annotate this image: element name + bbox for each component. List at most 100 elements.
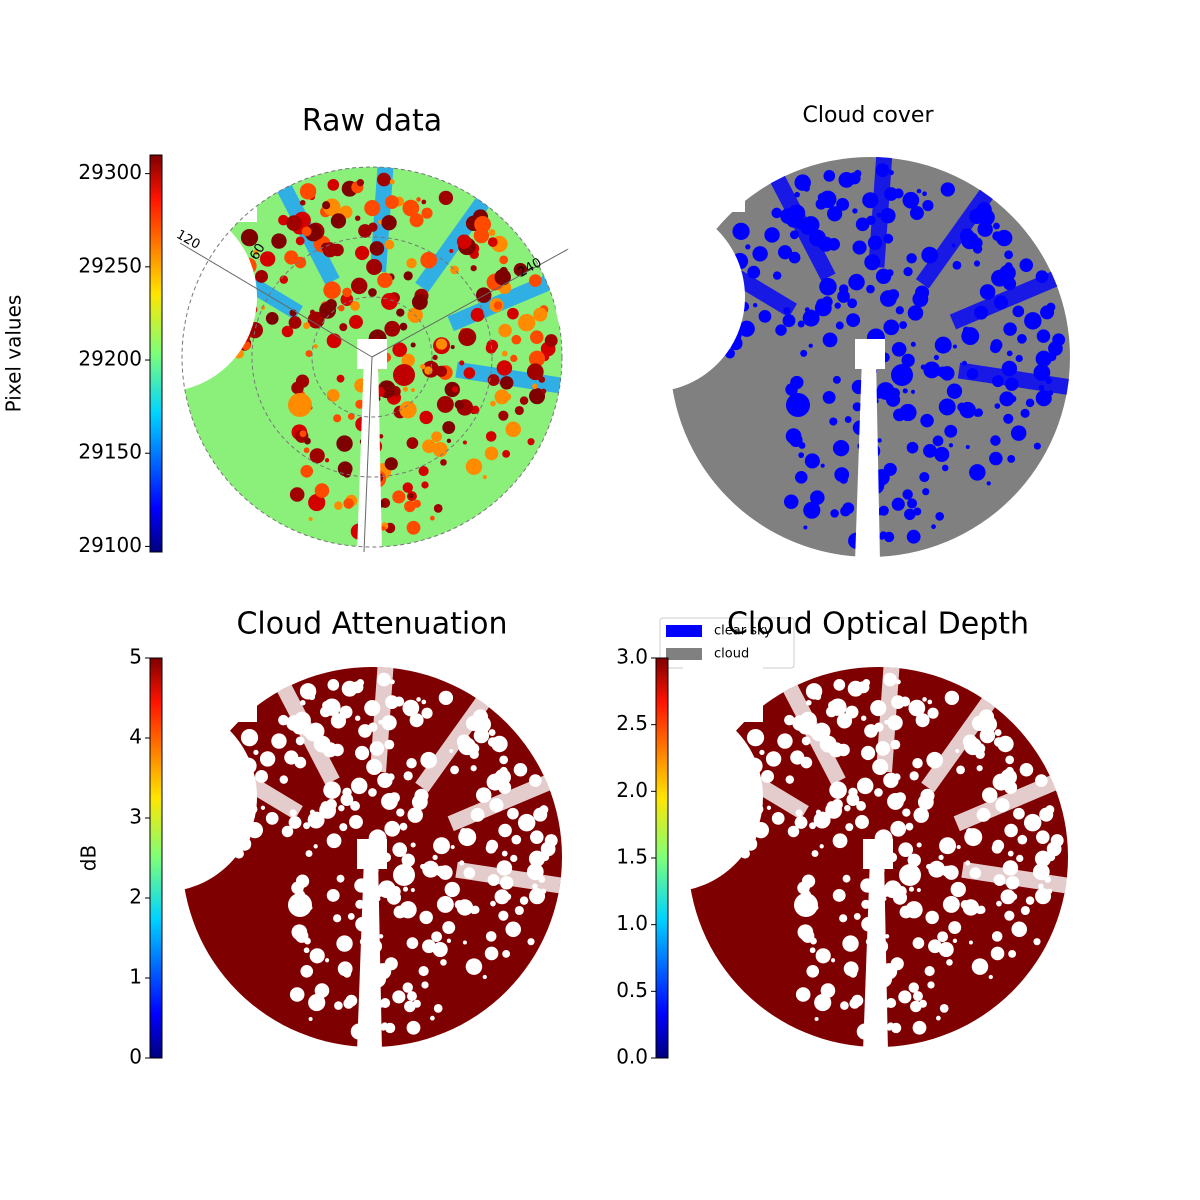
sky-blob <box>404 1000 416 1013</box>
sky-blob <box>764 227 780 243</box>
sky-blob <box>326 888 340 902</box>
sky-blob <box>874 788 883 797</box>
legend-label: clear sky <box>714 624 772 639</box>
sky-blob <box>902 191 920 209</box>
sky-blob <box>432 354 438 361</box>
sky-blob <box>485 431 497 442</box>
sky-blob <box>969 867 982 879</box>
sky-blob <box>368 222 378 232</box>
sky-blob <box>347 912 355 920</box>
sky-blob <box>941 464 949 472</box>
sky-blob <box>795 471 808 484</box>
sky-blob <box>486 839 499 852</box>
sky-blob <box>909 771 919 781</box>
sky-blob <box>990 435 1001 446</box>
sky-blob <box>961 360 968 366</box>
sky-blob <box>1002 860 1019 876</box>
sky-blob <box>295 236 305 246</box>
sky-blob <box>440 959 447 966</box>
sky-blob <box>501 350 508 357</box>
sky-blob <box>1039 807 1054 822</box>
sky-blob <box>937 366 949 378</box>
sky-blob <box>289 487 305 502</box>
sky-blob <box>792 715 808 731</box>
sky-blob <box>903 267 913 277</box>
sky-blob <box>440 459 447 466</box>
sky-blob <box>789 230 799 240</box>
sky-blob <box>422 439 436 454</box>
sky-blob <box>406 758 417 769</box>
sky-blob <box>1035 390 1052 407</box>
sky-blob <box>1020 408 1030 418</box>
colorbar-tick-label: 29300 <box>78 160 142 184</box>
sky-blob <box>798 452 805 459</box>
sky-blob <box>527 438 535 446</box>
sky-blob <box>392 842 408 858</box>
polar-grid <box>179 166 573 553</box>
sky-blob <box>933 354 940 361</box>
sky-blob <box>494 889 510 905</box>
sky-blob <box>999 801 1009 810</box>
sky-blob <box>866 215 876 225</box>
sky-blob <box>902 388 908 394</box>
sky-blob <box>435 865 447 877</box>
sky-blob <box>1033 442 1041 450</box>
sky-blob <box>424 366 433 375</box>
sky-blob <box>959 228 975 243</box>
sky-blob <box>356 179 365 187</box>
sky-blob <box>421 981 429 989</box>
sky-blob <box>381 215 397 231</box>
sky-blob <box>976 765 983 772</box>
sky-blob <box>403 771 413 781</box>
sky-blob <box>487 737 498 747</box>
sky-blob <box>862 192 879 209</box>
sky-blob <box>846 313 861 328</box>
legend-label: cloud <box>714 647 749 662</box>
sky-blob <box>324 458 330 463</box>
sky-blob <box>313 344 318 349</box>
sky-blob <box>307 311 325 329</box>
sky-blob <box>368 722 378 732</box>
sky-blob <box>289 987 305 1002</box>
colorbar-tick-label: 0.5 <box>616 978 648 1002</box>
sky-blob <box>300 964 314 978</box>
sky-blob <box>528 850 546 867</box>
sky-blob <box>861 745 876 761</box>
sky-blob <box>806 964 820 978</box>
sky-blob <box>1009 367 1014 372</box>
sky-blob <box>930 866 939 875</box>
sky-blob <box>1047 888 1053 894</box>
sky-blob <box>299 430 307 438</box>
sky-blob <box>993 874 1006 886</box>
sky-blob <box>890 739 901 750</box>
sky-blob <box>511 334 522 345</box>
sky-blob <box>435 365 447 377</box>
sky-blob <box>529 274 542 287</box>
sky-blob <box>410 887 415 893</box>
sky-blob <box>780 208 796 224</box>
sky-blob <box>494 768 511 786</box>
sky-blob <box>836 713 853 729</box>
sky-blob <box>1036 830 1050 844</box>
sky-blob <box>977 905 986 915</box>
sky-blob <box>898 990 912 1004</box>
sky-blob <box>966 368 979 380</box>
sky-blob <box>331 243 344 257</box>
sky-blob <box>772 271 782 280</box>
sky-blob <box>822 390 836 404</box>
sky-blob <box>392 990 406 1004</box>
sky-blob <box>488 229 496 236</box>
sky-blob <box>758 309 772 323</box>
sky-blob <box>475 787 492 803</box>
sky-blob <box>530 330 544 344</box>
sky-blob <box>814 299 832 317</box>
sky-blob <box>793 434 801 442</box>
legend-swatch <box>666 625 702 637</box>
sky-blob <box>449 748 454 754</box>
sky-blob <box>884 934 890 939</box>
sky-blob <box>396 808 405 817</box>
polar-axis <box>179 242 373 358</box>
sky-blob <box>487 374 500 386</box>
sky-blob <box>912 1020 927 1035</box>
sky-blob <box>828 701 837 710</box>
